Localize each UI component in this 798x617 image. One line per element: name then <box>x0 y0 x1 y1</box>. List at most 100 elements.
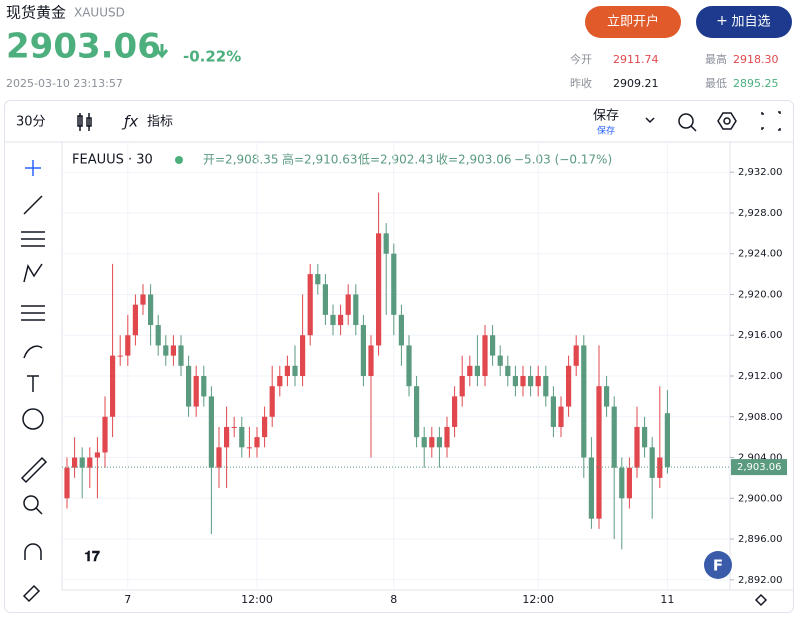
last-price-box <box>731 459 787 476</box>
change: -0.22% <box>183 48 241 66</box>
candle-body <box>566 365 572 407</box>
stat-value: 2895.25 <box>733 77 779 90</box>
candle-body <box>474 365 480 376</box>
y-tick-label: 2,916.00 <box>738 330 783 341</box>
candle-body <box>482 335 488 376</box>
x-tick-label: 12:00 <box>522 593 554 606</box>
candle-body <box>452 396 458 427</box>
candle-body <box>322 284 328 315</box>
candle-body <box>72 457 78 468</box>
stat-value: 2911.74 <box>613 53 659 66</box>
candle-body <box>330 314 336 326</box>
candle-body <box>360 325 366 376</box>
watchlist-button[interactable] <box>696 6 792 38</box>
indicators[interactable]: 指标 <box>147 115 173 130</box>
candle-body <box>338 314 344 326</box>
candle-body <box>284 365 290 376</box>
candle-body <box>292 365 298 376</box>
candle-body <box>163 345 169 356</box>
plus-icon: + <box>716 13 728 29</box>
candle-body <box>87 457 93 468</box>
open-account-button[interactable] <box>585 6 681 38</box>
candle-body <box>110 355 116 417</box>
price: 2903.06 <box>6 27 161 67</box>
stat-label: 最高 <box>705 52 727 66</box>
candle-body <box>300 335 306 376</box>
toolbar-icons[interactable] <box>678 111 781 132</box>
candle-body <box>619 467 625 499</box>
candle-body <box>436 437 442 448</box>
f-badge-text: F <box>713 557 723 575</box>
candle-body <box>368 345 374 376</box>
candle-body <box>543 376 549 397</box>
drawing-tools[interactable] <box>20 160 48 603</box>
candle-body <box>193 376 199 407</box>
candle-body <box>626 467 632 499</box>
down-arrow <box>155 44 169 59</box>
watchlist-label: 加自选 <box>731 15 770 30</box>
candle-body <box>505 365 511 376</box>
candle-body <box>277 376 283 387</box>
f-badge[interactable] <box>704 551 732 579</box>
legend-change: −5.03 (−0.17%) <box>514 153 612 167</box>
open-account-label: 立即开户 <box>607 14 659 30</box>
candle-icon[interactable] <box>77 113 92 131</box>
candle-body <box>444 426 450 448</box>
candle-body <box>315 274 321 285</box>
fx-icon[interactable]: ƒx <box>121 113 138 131</box>
candle-body <box>140 294 146 305</box>
stat-label: 今开 <box>570 52 592 66</box>
candle-body <box>94 452 100 458</box>
chart-title: FEAUUS · 30 <box>72 153 153 168</box>
save-sub: 保存 <box>597 125 615 137</box>
y-tick-label: 2,912.00 <box>738 371 783 382</box>
candle-body <box>231 426 237 428</box>
x-tick-label: 12:00 <box>241 593 273 606</box>
candle-body <box>414 386 420 438</box>
ohlc-legend: 开=2,908.35 高=2,910.63 低=2,902.43 收=2,903… <box>203 152 612 167</box>
y-tick-label: 2,900.00 <box>738 493 783 504</box>
y-tick-label: 2,908.00 <box>738 412 783 423</box>
candle-body <box>421 437 427 448</box>
y-tick-label: 2,924.00 <box>738 249 783 260</box>
candle-body <box>64 467 70 499</box>
candle-body <box>459 376 465 397</box>
status-dot <box>175 156 183 164</box>
y-tick-label: 2,904.00 <box>738 453 783 464</box>
candle-body <box>201 376 207 397</box>
candle-body <box>239 426 245 448</box>
candle-body <box>649 447 655 478</box>
candle-body <box>642 426 648 448</box>
candle-body <box>558 406 564 427</box>
stat-label: 最低 <box>705 77 727 90</box>
candle-body <box>528 376 534 387</box>
candle-body <box>246 447 252 449</box>
candle-body <box>550 396 556 427</box>
settings-icon[interactable] <box>754 593 768 607</box>
candle-body <box>383 233 389 254</box>
interval[interactable]: 30分 <box>16 115 46 130</box>
x-tick-label: 8 <box>390 593 397 606</box>
x-tick-label: 7 <box>124 593 131 606</box>
last-price-label: 2,903.06 <box>737 462 782 473</box>
save[interactable]: 保存 <box>593 109 619 124</box>
y-tick-label: 2,932.00 <box>738 167 783 178</box>
candle-body <box>611 406 617 468</box>
y-tick-label: 2,928.00 <box>738 208 783 219</box>
candle-body <box>512 376 518 387</box>
candle-body <box>216 447 222 468</box>
candle-body <box>581 345 587 458</box>
chevron[interactable] <box>645 117 655 124</box>
candle-body <box>345 294 351 315</box>
stat-value: 2909.21 <box>613 77 659 90</box>
candle-body <box>573 345 579 366</box>
y-tick-label: 2,920.00 <box>738 289 783 300</box>
chart-frame <box>4 100 794 613</box>
candle-body <box>254 437 260 448</box>
candle-body <box>102 416 108 453</box>
candle-body <box>596 386 602 519</box>
y-tick-label: 2,892.00 <box>738 575 783 586</box>
candle-body <box>535 376 541 387</box>
candle-body <box>657 457 663 478</box>
